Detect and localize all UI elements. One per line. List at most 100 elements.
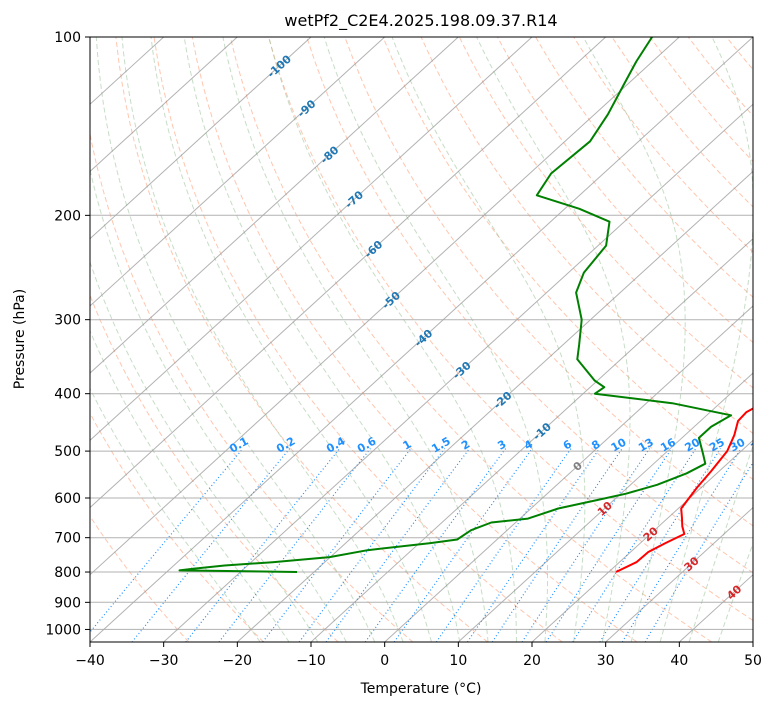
x-tick-label: 0 [380,653,389,669]
x-tick-label: 40 [670,653,688,669]
dry-adiabat [153,37,563,642]
isotherm-line [605,506,753,642]
x-tick-label: −20 [223,653,253,669]
isotherm-line [90,37,607,509]
isotherm-line [163,103,753,642]
dry-adiabat [268,37,753,622]
mixing-ratio-line [467,448,600,642]
dry-adiabat [649,37,753,163]
isotherm-line [384,305,753,642]
x-tick-label: 50 [744,653,762,669]
plot-frame [89,36,754,643]
dry-adiabat [115,37,488,642]
mixing-ratio-line [545,448,673,642]
y-tick-label: 300 [54,313,81,329]
isotherm-line [457,372,753,642]
mixing-ratio-label: 1 [401,438,414,453]
dry-adiabat [229,37,712,642]
dry-adiabat [687,37,753,117]
moist-adiabat [90,387,261,642]
dry-adiabat [420,37,753,435]
moist-adiabat [323,37,548,642]
chart-title: wetPf2_C2E4.2025.198.09.37.R14 [284,11,557,31]
mixing-ratio-line [90,448,244,633]
mixing-ratio-label: 0.2 [274,435,297,456]
dry-adiabat [382,37,753,481]
profile-series [178,37,753,573]
dry-adiabat [306,37,753,574]
isobar-grid [90,37,753,630]
mixing-ratio-label: 2 [459,438,472,453]
mixing-ratio-line [364,448,507,642]
moist-adiabat [688,443,753,642]
mixing-ratio-line [435,448,572,642]
mixing-ratio-line [131,448,291,642]
moist-adiabat [150,37,432,642]
mixing-ratio-label: 10 [609,435,629,454]
x-tick-label: −40 [75,653,105,669]
mixing-ratio-label: 25 [707,436,727,455]
moist-adiabat [659,37,753,642]
moist-adiabat [476,37,631,642]
moist-adiabat [90,260,319,642]
dry-adiabat [90,412,264,642]
moist-adiabat [183,37,461,642]
x-axis-label: Temperature (°C) [360,681,482,697]
isotherm-line [90,37,753,642]
dry-adiabat [496,37,753,344]
y-tick-label: 200 [54,208,81,224]
x-tick-label: −10 [296,653,326,669]
mixing-ratio-label: 1.5 [429,435,452,456]
moist-adiabat [717,542,753,642]
moist-adiabat [222,37,489,642]
mixing-ratio-label: 3 [495,438,508,453]
isotherm-line [90,37,312,240]
dry-adiabat [573,37,753,253]
y-tick-label: 900 [54,595,81,611]
mixing-ratio-line [185,448,341,642]
mixing-ratio-label: 6 [561,437,574,452]
mixing-ratio-label: 16 [658,435,678,454]
mixing-ratio-label: 13 [636,436,656,455]
y-tick-label: 800 [54,565,81,581]
axis-ticks: −40 −30 −20 −10 0 10 20 30 40 5010020030040050060… [45,30,762,669]
isotherm-line [90,37,459,374]
mixing-ratio-line [325,448,470,642]
mixing-ratio-line [298,448,446,642]
x-tick-label: 20 [523,653,541,669]
mixing-ratio-label: 0.1 [227,435,250,456]
mixing-ratio-label: 0.4 [324,434,348,455]
isotherm-line [310,237,753,642]
moist-adiabat [582,37,686,642]
x-tick-label: −30 [149,653,179,669]
isotherm-line [90,37,386,307]
x-tick-label: 10 [449,653,467,669]
y-axis-label: Pressure (hPa) [12,289,28,389]
moist-adiabat [121,37,404,642]
x-tick-label: 30 [597,653,615,669]
dry-adiabat [535,37,753,298]
background-lines [90,37,775,642]
y-tick-label: 600 [54,491,81,507]
isotherm-line [90,37,238,173]
isotherm-line [752,641,753,642]
temperature-line [615,407,753,573]
y-tick-label: 400 [54,387,81,403]
mixing-ratio-label: 0.6 [355,434,379,455]
isotherm-line [531,439,753,642]
isotherm-line [90,37,533,442]
mixing-ratio-line [491,448,623,642]
mixing-ratio-line [218,448,371,642]
isotherm-line [236,170,753,642]
dry-adiabat [765,37,775,642]
dry-adiabat [344,37,753,527]
moist-adiabat [391,37,586,642]
y-tick-label: 1000 [45,622,81,638]
moist-adiabat [90,167,347,642]
mixing-ratio-label: 36 [748,435,768,454]
y-tick-label: 700 [54,531,81,547]
y-tick-label: 100 [54,30,81,46]
moist-adiabat [268,37,517,642]
moist-adiabat [90,329,290,642]
